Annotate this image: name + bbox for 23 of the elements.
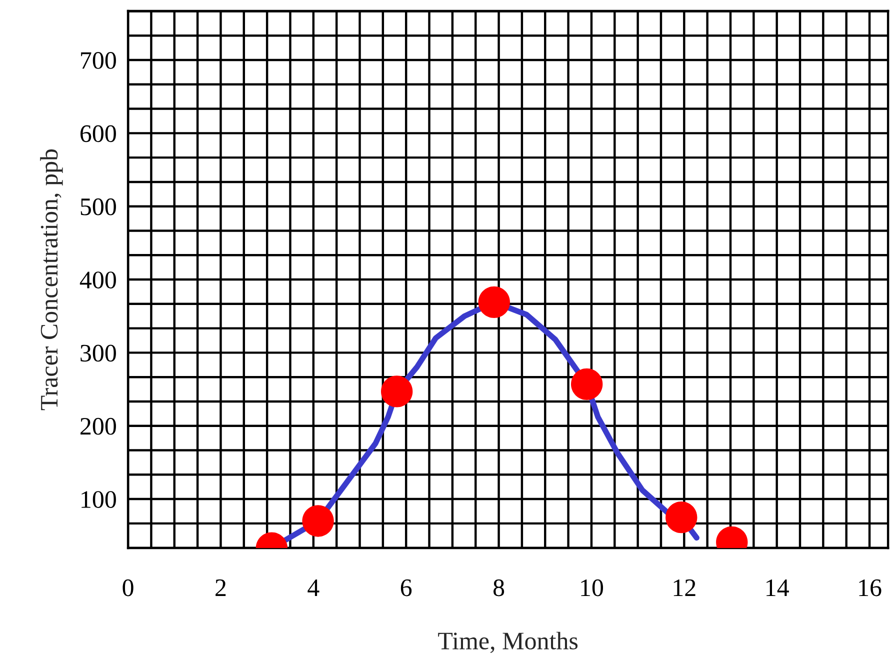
x-axis-title: Time, Months: [438, 632, 578, 654]
x-tick-label: 14: [766, 579, 789, 596]
y-tick-label: 600: [80, 125, 116, 142]
x-tick-label: 16: [859, 579, 882, 596]
point: [570, 368, 603, 400]
x-tick-label: 6: [400, 579, 412, 596]
x-tick-label: 0: [122, 579, 134, 596]
y-tick-label: 200: [80, 418, 116, 435]
x-tick-label: 12: [674, 579, 696, 596]
y-tick-label: 100: [82, 491, 116, 508]
point: [666, 501, 698, 534]
x-tick-label: 4: [308, 580, 320, 596]
point: [302, 505, 334, 537]
y-tick-label: 700: [81, 52, 116, 69]
y-axis-title: Tracer Concentration, ppb: [40, 149, 63, 410]
y-tick-label: 400: [80, 272, 116, 288]
point: [478, 286, 510, 318]
y-tick-label: 500: [80, 198, 116, 216]
x-tick-label: 2: [216, 579, 226, 596]
point: [380, 376, 413, 408]
x-tick-label: 8: [493, 579, 504, 596]
y-tick-label: 300: [80, 344, 116, 362]
x-tick-label: 10: [581, 579, 604, 596]
